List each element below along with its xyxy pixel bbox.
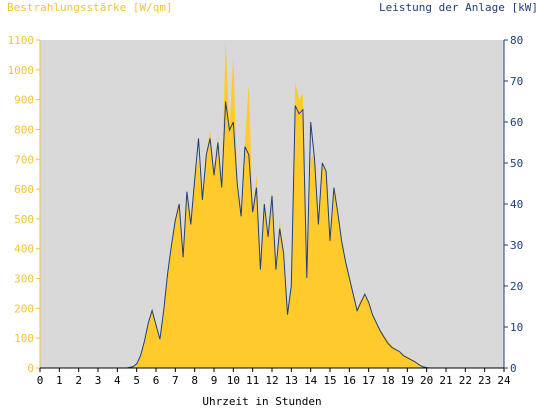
power-line — [40, 101, 504, 369]
x-tick-label: 12 — [265, 374, 278, 387]
x-tick-label: 4 — [114, 374, 121, 387]
x-tick-label: 21 — [439, 374, 452, 387]
x-tick-label: 9 — [211, 374, 218, 387]
right-tick-label: 20 — [510, 280, 523, 293]
x-tick-label: 0 — [37, 374, 44, 387]
x-tick-label: 19 — [401, 374, 414, 387]
right-axis-title: Leistung der Anlage [kW] — [379, 1, 538, 14]
left-tick-label: 900 — [14, 94, 34, 107]
x-tick-label: 16 — [343, 374, 356, 387]
x-tick-label: 10 — [227, 374, 240, 387]
x-tick-label: 13 — [285, 374, 298, 387]
x-tick-label: 3 — [95, 374, 102, 387]
x-tick-label: 2 — [75, 374, 82, 387]
x-tick-label: 20 — [420, 374, 433, 387]
left-axis-ticks: 0 100 200 300 400 500 600 700 800 900 1000 1100 — [8, 34, 40, 375]
x-tick-label: 18 — [381, 374, 394, 387]
x-axis-title: Uhrzeit in Stunden — [202, 395, 321, 408]
right-axis-ticks: 0 10 20 30 40 50 60 70 80 — [504, 34, 523, 375]
left-tick-label: 400 — [14, 243, 34, 256]
left-tick-label: 200 — [14, 302, 34, 315]
right-tick-label: 40 — [510, 198, 523, 211]
x-axis-ticks: 0 1 2 3 4 5 6 7 8 9 10 11 12 13 14 15 16 17 18 19 20 21 22 23 24 — [37, 368, 511, 387]
right-tick-label: 50 — [510, 157, 523, 170]
x-tick-label: 15 — [323, 374, 336, 387]
x-tick-label: 17 — [362, 374, 375, 387]
left-tick-label: 700 — [14, 153, 34, 166]
x-tick-label: 1 — [56, 374, 63, 387]
x-tick-label: 14 — [304, 374, 318, 387]
left-tick-label: 500 — [14, 213, 34, 226]
x-tick-label: 23 — [478, 374, 491, 387]
right-tick-label: 0 — [510, 362, 517, 375]
left-tick-label: 100 — [14, 332, 34, 345]
x-tick-label: 5 — [133, 374, 140, 387]
x-tick-label: 22 — [459, 374, 472, 387]
right-tick-label: 80 — [510, 34, 523, 47]
x-tick-label: 8 — [191, 374, 198, 387]
left-tick-label: 300 — [14, 273, 34, 286]
right-tick-label: 60 — [510, 116, 523, 129]
left-tick-label: 1000 — [8, 64, 35, 77]
right-tick-label: 70 — [510, 75, 523, 88]
x-tick-label: 7 — [172, 374, 179, 387]
left-tick-label: 1100 — [8, 34, 35, 47]
left-tick-label: 600 — [14, 183, 34, 196]
right-tick-label: 30 — [510, 239, 523, 252]
x-tick-label: 6 — [153, 374, 160, 387]
x-tick-label: 11 — [246, 374, 259, 387]
left-tick-label: 0 — [27, 362, 34, 375]
right-tick-label: 10 — [510, 321, 523, 334]
left-axis-title: Bestrahlungsstärke [W/qm] — [7, 1, 173, 14]
left-tick-label: 800 — [14, 123, 34, 136]
x-tick-label: 24 — [497, 374, 511, 387]
